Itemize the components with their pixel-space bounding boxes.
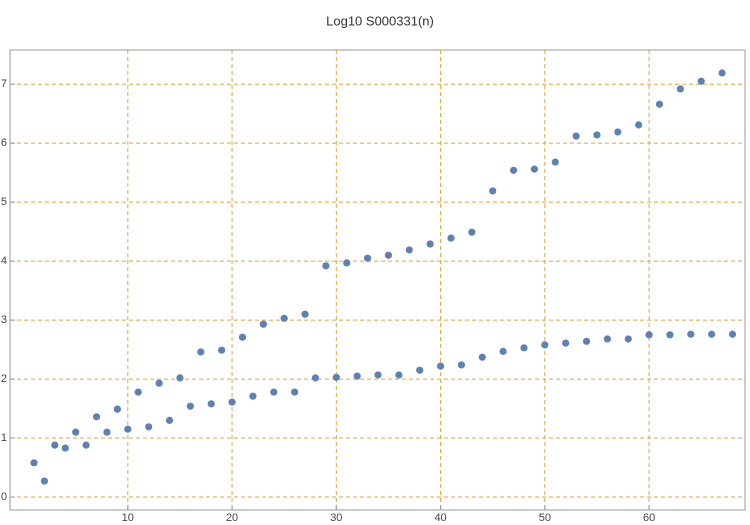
point	[582, 337, 591, 345]
point	[145, 423, 153, 431]
point	[687, 330, 695, 338]
point	[259, 320, 267, 328]
x-tick-label: 10	[122, 512, 134, 524]
point	[447, 234, 455, 242]
point	[249, 392, 257, 400]
x-tick-label: 20	[226, 512, 238, 524]
point	[395, 371, 403, 379]
point	[51, 441, 59, 449]
point	[708, 330, 716, 338]
point	[134, 388, 142, 396]
point	[489, 187, 497, 195]
point	[228, 398, 236, 406]
x-tick-label: 30	[330, 512, 342, 524]
point	[666, 331, 674, 339]
point	[614, 128, 622, 136]
point	[374, 371, 382, 379]
point	[238, 333, 247, 341]
point	[30, 459, 38, 467]
point	[61, 444, 69, 452]
point	[165, 416, 174, 424]
point	[270, 388, 278, 396]
y-tick-label: 4	[1, 255, 7, 267]
point	[718, 69, 726, 77]
point	[655, 100, 664, 108]
point	[384, 251, 393, 259]
y-tick-label: 1	[1, 432, 7, 444]
point	[92, 413, 101, 421]
y-tick-label: 3	[1, 314, 7, 326]
point	[499, 347, 507, 355]
point	[353, 372, 361, 380]
point	[218, 346, 226, 354]
point	[291, 388, 299, 396]
point	[40, 477, 49, 485]
point	[562, 339, 570, 347]
point	[72, 428, 80, 436]
point	[82, 441, 90, 449]
point	[311, 374, 320, 382]
point	[551, 158, 559, 166]
point	[155, 379, 163, 387]
point	[676, 85, 684, 93]
point	[103, 428, 111, 436]
point	[728, 330, 737, 338]
point	[197, 348, 205, 356]
chart-title: Log10 S000331(n)	[326, 13, 434, 28]
point	[520, 344, 528, 352]
point	[541, 341, 549, 349]
point	[186, 402, 194, 410]
point	[624, 335, 632, 343]
point	[124, 425, 132, 433]
point	[322, 262, 330, 270]
point	[509, 166, 518, 174]
y-tick-label: 2	[1, 373, 7, 385]
x-tick-label: 60	[643, 512, 655, 524]
point	[343, 259, 351, 267]
point	[280, 314, 288, 322]
point	[207, 400, 215, 408]
point	[603, 335, 611, 343]
y-tick-label: 0	[1, 491, 7, 503]
point	[593, 131, 601, 139]
point	[426, 240, 434, 248]
point	[697, 77, 705, 85]
point	[478, 353, 486, 361]
point	[176, 374, 184, 382]
x-tick-label: 50	[539, 512, 551, 524]
point	[635, 121, 643, 129]
point	[468, 228, 476, 236]
point	[645, 331, 653, 339]
point	[416, 366, 424, 374]
point	[457, 361, 466, 369]
y-tick-label: 6	[1, 137, 7, 149]
point	[530, 165, 539, 173]
point	[405, 246, 413, 254]
x-tick-label: 40	[434, 512, 446, 524]
point	[301, 310, 309, 318]
y-tick-label: 5	[1, 196, 7, 208]
y-tick-label: 7	[1, 78, 7, 90]
point	[572, 132, 580, 140]
point	[113, 405, 121, 413]
plot-frame	[9, 49, 746, 511]
point	[436, 362, 445, 370]
point	[332, 373, 340, 381]
point	[363, 254, 372, 262]
